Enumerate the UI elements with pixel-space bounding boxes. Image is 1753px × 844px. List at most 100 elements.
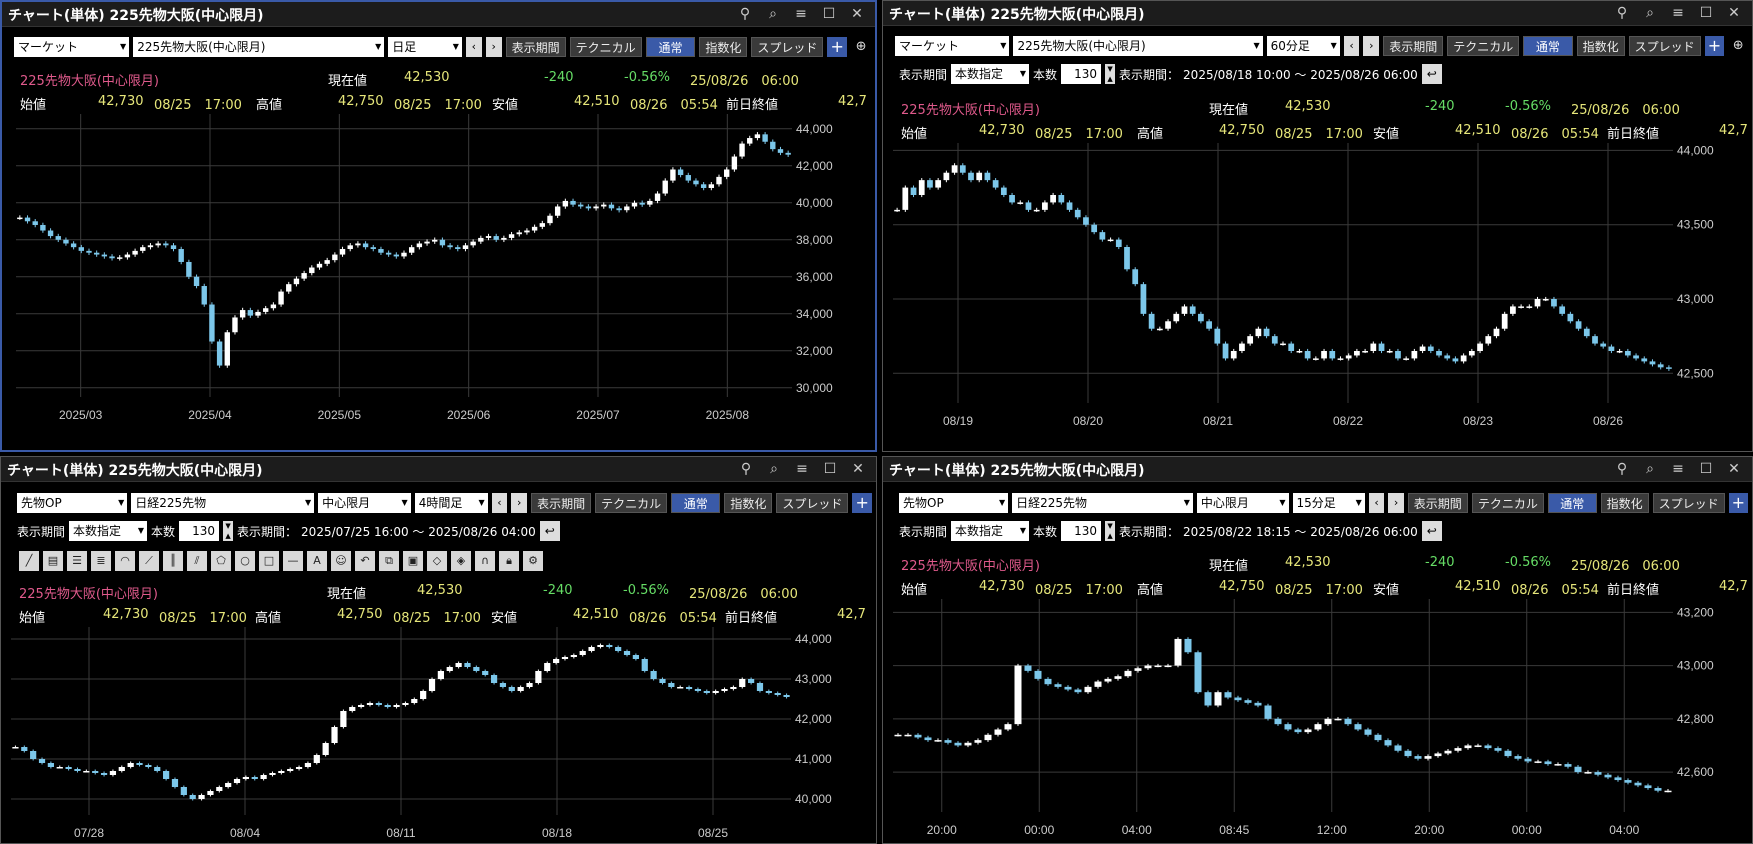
count-spinner[interactable]: ▼ ▲ bbox=[1105, 64, 1116, 84]
month-select[interactable]: 中心限月 bbox=[1196, 493, 1289, 513]
link-icon[interactable]: ⚲ bbox=[1616, 5, 1628, 21]
text-tool-icon[interactable]: A bbox=[307, 551, 327, 571]
reset-range-icon[interactable]: ↩ bbox=[539, 521, 560, 541]
menu-icon[interactable]: ≡ bbox=[796, 461, 808, 477]
index-button[interactable]: 指数化 bbox=[699, 37, 748, 57]
zoom-icon[interactable]: ⊕ bbox=[1732, 38, 1744, 53]
period-button[interactable]: 表示期間 bbox=[1383, 36, 1444, 56]
interval-select[interactable]: 60分足 bbox=[1266, 36, 1340, 56]
circle-tool-icon[interactable]: ○ bbox=[235, 551, 255, 571]
month-select[interactable]: 中心限月 bbox=[318, 493, 411, 513]
add-button[interactable]: + bbox=[827, 37, 848, 57]
daily-candlestick-chart[interactable]: 44,000 42,000 40,000 38,000 36,000 34,000 32,0… bbox=[2, 112, 877, 452]
paste-tool-icon[interactable]: ▣ bbox=[403, 551, 423, 571]
index-button[interactable]: 指数化 bbox=[1600, 493, 1649, 513]
period-button[interactable]: 表示期間 bbox=[531, 493, 592, 513]
add-button[interactable]: + bbox=[1728, 493, 1749, 513]
close-icon[interactable]: ✕ bbox=[1728, 461, 1740, 477]
search-icon[interactable]: ⌕ bbox=[769, 6, 777, 22]
market-select[interactable]: マーケット bbox=[895, 36, 1010, 56]
panel-titlebar[interactable]: チャート(単体) 225先物大阪(中心限月) ⚲ ⌕ ≡ ☐ ✕ bbox=[883, 1, 1752, 26]
add-button[interactable]: + bbox=[1704, 36, 1725, 56]
menu-icon[interactable]: ≡ bbox=[1672, 5, 1684, 21]
close-icon[interactable]: ✕ bbox=[851, 6, 863, 22]
maximize-icon[interactable]: ☐ bbox=[823, 461, 837, 477]
spread-button[interactable]: スプレッド bbox=[1628, 36, 1701, 56]
arc-tool-icon[interactable]: ◠ bbox=[115, 551, 135, 571]
spread-button[interactable]: スプレッド bbox=[1652, 493, 1725, 513]
hourly-candlestick-chart[interactable]: 44,000 43,500 43,000 42,500 08/19 08/20 08/21 0… bbox=[883, 141, 1753, 451]
spread-button[interactable]: スプレッド bbox=[751, 37, 824, 57]
add-button[interactable]: + bbox=[852, 493, 873, 513]
reset-range-icon[interactable]: ↩ bbox=[1421, 521, 1442, 541]
copy-tool-icon[interactable]: ⧉ bbox=[379, 551, 399, 571]
close-icon[interactable]: ✕ bbox=[1728, 5, 1740, 21]
interval-select[interactable]: 15分足 bbox=[1292, 493, 1365, 513]
maximize-icon[interactable]: ☐ bbox=[1699, 5, 1713, 21]
interval-select[interactable]: 4時間足 bbox=[414, 493, 488, 513]
maximize-icon[interactable]: ☐ bbox=[1699, 461, 1713, 477]
next-button[interactable]: › bbox=[1388, 493, 1404, 513]
instrument-select[interactable]: 日経225先物 bbox=[131, 493, 315, 513]
magnet-tool-icon[interactable]: ∩ bbox=[475, 551, 495, 571]
technical-button[interactable]: テクニカル bbox=[595, 493, 668, 513]
erase-all-tool-icon[interactable]: ◈ bbox=[451, 551, 471, 571]
reset-range-icon[interactable]: ↩ bbox=[1421, 64, 1442, 84]
normal-button[interactable]: 通常 bbox=[671, 493, 721, 513]
next-button[interactable]: › bbox=[485, 37, 502, 57]
count-mode-select[interactable]: 本数指定 bbox=[69, 521, 148, 541]
instrument-select[interactable]: 225先物大阪(中心限月) bbox=[1013, 36, 1263, 56]
instrument-select[interactable]: 225先物大阪(中心限月) bbox=[133, 37, 385, 57]
count-mode-select[interactable]: 本数指定 bbox=[951, 521, 1030, 541]
icon-tool-icon[interactable]: ☺ bbox=[331, 551, 351, 571]
interval-select[interactable]: 日足 bbox=[388, 37, 462, 57]
menu-icon[interactable]: ≡ bbox=[1672, 461, 1684, 477]
prev-button[interactable]: ‹ bbox=[1368, 493, 1385, 513]
panel-titlebar[interactable]: チャート(単体) 225先物大阪(中心限月) ⚲ ⌕ ≡ ☐ ✕ bbox=[883, 457, 1752, 482]
spread-button[interactable]: スプレッド bbox=[776, 493, 849, 513]
technical-button[interactable]: テクニカル bbox=[1447, 36, 1520, 56]
count-spinner[interactable]: ▼ ▲ bbox=[223, 521, 234, 541]
technical-button[interactable]: テクニカル bbox=[569, 37, 642, 57]
technical-button[interactable]: テクニカル bbox=[1471, 493, 1544, 513]
maximize-icon[interactable]: ☐ bbox=[822, 6, 836, 22]
settings-tool-icon[interactable]: ⚙ bbox=[523, 551, 543, 571]
next-button[interactable]: › bbox=[1363, 36, 1380, 56]
close-icon[interactable]: ✕ bbox=[852, 461, 864, 477]
pentagon-tool-icon[interactable]: ⬠ bbox=[211, 551, 231, 571]
prev-button[interactable]: ‹ bbox=[465, 37, 482, 57]
fib-tool-icon[interactable]: ≣ bbox=[91, 551, 111, 571]
channel-tool-icon[interactable]: ⫽ bbox=[187, 551, 207, 571]
search-icon[interactable]: ⌕ bbox=[1646, 461, 1654, 477]
normal-button[interactable]: 通常 bbox=[1547, 493, 1597, 513]
hlines-tool-icon[interactable]: ☰ bbox=[67, 551, 87, 571]
search-icon[interactable]: ⌕ bbox=[1646, 5, 1654, 21]
fan-tool-icon[interactable]: ⟋ bbox=[139, 551, 159, 571]
link-icon[interactable]: ⚲ bbox=[1616, 461, 1628, 477]
ruler-tool-icon[interactable]: ▤ bbox=[43, 551, 63, 571]
link-icon[interactable]: ⚲ bbox=[740, 461, 752, 477]
count-input[interactable]: 130 bbox=[1061, 64, 1102, 84]
link-icon[interactable]: ⚲ bbox=[739, 6, 751, 22]
undo-tool-icon[interactable]: ↶ bbox=[355, 551, 375, 571]
market-select[interactable]: 先物OP bbox=[899, 493, 1009, 513]
prev-button[interactable]: ‹ bbox=[1343, 36, 1360, 56]
eraser-tool-icon[interactable]: ◇ bbox=[427, 551, 447, 571]
normal-button[interactable]: 通常 bbox=[645, 37, 696, 57]
search-icon[interactable]: ⌕ bbox=[770, 461, 778, 477]
market-select[interactable]: マーケット bbox=[14, 37, 130, 57]
4h-candlestick-chart[interactable]: 44,000 43,000 42,000 41,000 40,000 07/28 08/04… bbox=[1, 625, 877, 843]
prev-button[interactable]: ‹ bbox=[491, 493, 508, 513]
rect-tool-icon[interactable]: □ bbox=[259, 551, 279, 571]
normal-button[interactable]: 通常 bbox=[1523, 36, 1573, 56]
count-input[interactable]: 130 bbox=[179, 521, 220, 541]
panel-titlebar[interactable]: チャート(単体) 225先物大阪(中心限月) ⚲ ⌕ ≡ ☐ ✕ bbox=[1, 457, 876, 482]
period-button[interactable]: 表示期間 bbox=[505, 37, 566, 57]
vlines-tool-icon[interactable]: ║ bbox=[163, 551, 183, 571]
15m-candlestick-chart[interactable]: 43,200 43,000 42,800 42,600 20:00 00:00 04:00 0… bbox=[883, 597, 1753, 843]
line-tool-icon[interactable]: — bbox=[283, 551, 303, 571]
count-spinner[interactable]: ▼ ▲ bbox=[1105, 521, 1116, 541]
market-select[interactable]: 先物OP bbox=[17, 493, 128, 513]
menu-icon[interactable]: ≡ bbox=[795, 6, 807, 22]
count-input[interactable]: 130 bbox=[1061, 521, 1102, 541]
